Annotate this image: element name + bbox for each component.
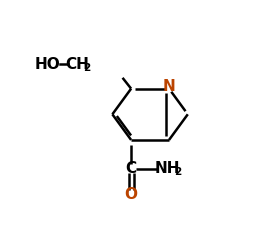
Text: N: N bbox=[163, 79, 175, 94]
Text: HO: HO bbox=[35, 57, 60, 72]
Text: C: C bbox=[125, 161, 137, 176]
Text: 2: 2 bbox=[175, 167, 182, 177]
Text: CH: CH bbox=[65, 57, 89, 72]
Text: 2: 2 bbox=[83, 63, 90, 73]
Text: NH: NH bbox=[155, 161, 180, 176]
Text: O: O bbox=[125, 187, 138, 202]
